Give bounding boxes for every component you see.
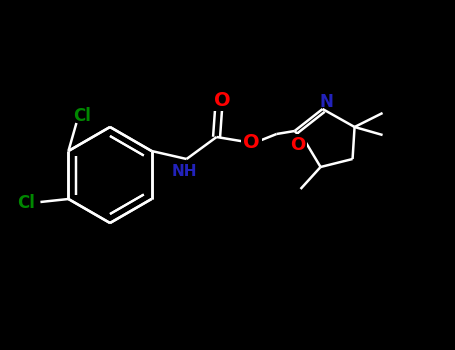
Text: Cl: Cl bbox=[74, 107, 91, 125]
Text: O: O bbox=[243, 133, 260, 152]
Text: O: O bbox=[290, 136, 305, 154]
Text: O: O bbox=[214, 91, 231, 110]
Text: N: N bbox=[319, 93, 334, 111]
Text: Cl: Cl bbox=[17, 194, 35, 212]
Text: NH: NH bbox=[172, 164, 197, 180]
